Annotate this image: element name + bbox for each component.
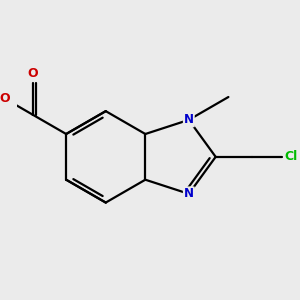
Text: Cl: Cl — [284, 150, 298, 164]
Text: O: O — [27, 67, 38, 80]
Text: N: N — [184, 187, 194, 200]
Text: O: O — [0, 92, 10, 105]
Text: N: N — [184, 113, 194, 126]
